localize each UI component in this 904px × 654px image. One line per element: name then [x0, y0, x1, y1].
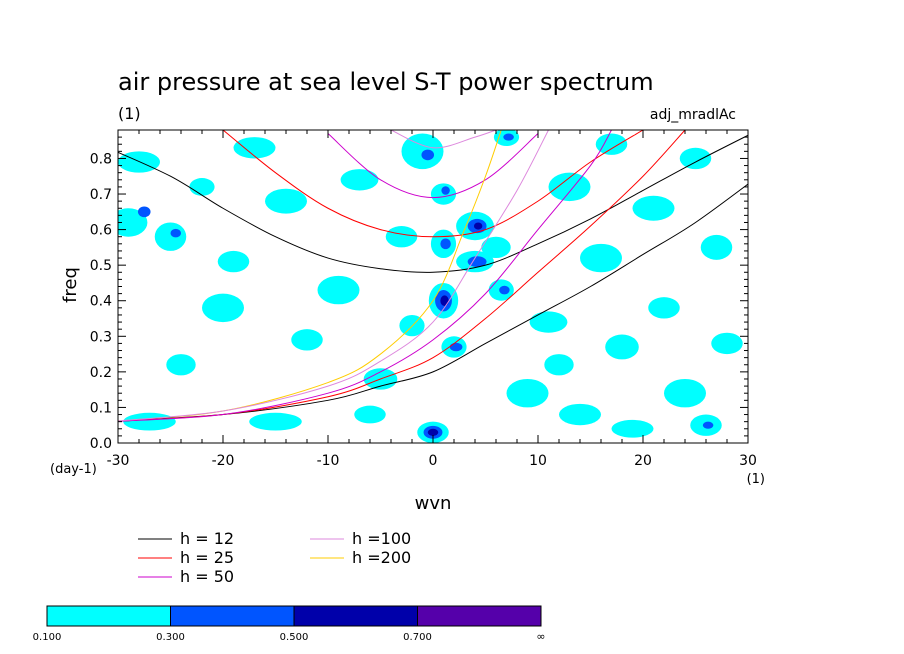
curve-6 [118, 130, 686, 422]
contour-blob-58 [595, 133, 628, 155]
curve-8 [118, 130, 549, 422]
curve-3 [390, 130, 497, 149]
contour-blob-7 [202, 293, 244, 323]
contour-blob-41 [506, 378, 549, 408]
y-tick-label: 0.6 [90, 223, 112, 239]
y-tick-label: 0.8 [90, 151, 112, 167]
colorbar-end-label: ∞ [536, 630, 545, 643]
colorbar-label: 0.700 [403, 632, 432, 643]
contour-blob-10 [265, 188, 307, 214]
contour-blob-51 [679, 147, 712, 170]
contour-blob-8 [217, 250, 250, 273]
contour-blob-30 [473, 222, 483, 230]
x-unit-label: (1) [747, 472, 765, 487]
curve-0 [118, 134, 748, 273]
y-tick-label: 0.4 [90, 294, 112, 310]
contour-blob-35 [499, 285, 510, 295]
contour-blob-20 [441, 186, 450, 195]
chart-subtitle-right: adj_mradlAc [650, 107, 736, 123]
contour-blob-46 [605, 334, 639, 360]
chart-title: air pressure at sea level S-T power spec… [118, 68, 654, 96]
contour-blob-49 [648, 297, 680, 319]
contour-blob-50 [664, 378, 706, 408]
curve-5 [118, 183, 748, 422]
contour-blob-48 [632, 195, 675, 221]
contour-blob-11 [291, 329, 323, 351]
contour-blob-22 [440, 238, 451, 250]
contour-blob-43 [548, 172, 591, 202]
contour-blob-47 [611, 419, 654, 438]
contour-fill-layer [118, 130, 743, 443]
legend-label: h = 50 [180, 567, 234, 586]
dispersion-curve-layer [118, 130, 748, 422]
axis-ticks: -30 -20 -10 0 10 20 30 0.0 0.1 0.2 0.3 0.4 0.5 0.6 0.7… [90, 130, 757, 469]
x-tick-label: 0 [429, 453, 438, 469]
y-tick-label: 0.1 [90, 400, 112, 416]
curve-2 [327, 133, 539, 199]
x-tick-label: 20 [634, 453, 652, 469]
contour-blob-45 [580, 243, 622, 273]
contour-blob-32 [467, 256, 487, 267]
curve-1 [222, 130, 644, 238]
chart-subtitle-left: (1) [118, 104, 141, 123]
contour-blob-9 [233, 137, 276, 159]
x-tick-label: 30 [739, 453, 757, 469]
contour-blob-37 [503, 133, 514, 141]
contour-blob-14 [340, 169, 379, 191]
y-tick-label: 0.3 [90, 329, 112, 345]
y-axis-label: freq [60, 267, 81, 303]
contour-blob-42 [529, 311, 568, 333]
plot-area: -30 -20 -10 0 10 20 30 0.0 0.1 0.2 0.3 0.4 0.5 0.6 0.7… [90, 129, 757, 469]
contour-blob-6 [123, 412, 176, 431]
contour-blob-56 [189, 178, 215, 196]
contour-blob-25 [440, 295, 449, 307]
contour-blob-3 [154, 222, 187, 251]
contour-blob-53 [702, 421, 714, 429]
x-tick-label: 10 [529, 453, 547, 469]
contour-blob-5 [166, 354, 196, 376]
legend-label: h =100 [352, 529, 411, 548]
contour-blob-27 [449, 342, 463, 352]
legend-label: h = 12 [180, 529, 234, 548]
y-unit-label: (day-1) [50, 462, 97, 477]
colorbar-segment [46, 605, 171, 627]
contour-blob-57 [354, 405, 386, 424]
contour-blob-12 [249, 412, 302, 431]
colorbar-segment [417, 605, 542, 627]
x-tick-label: -10 [317, 453, 340, 469]
y-tick-label: 0.2 [90, 365, 112, 381]
contour-blob-54 [700, 234, 733, 260]
colorbar-label: 0.300 [156, 632, 185, 643]
contour-blob-16 [385, 226, 418, 248]
x-tick-label: -20 [212, 453, 235, 469]
y-tick-label: 0.7 [90, 187, 112, 203]
colorbar-segment [170, 605, 295, 627]
contour-blob-55 [711, 332, 743, 355]
x-axis-label: wvn [415, 493, 452, 514]
x-tick-label: -30 [107, 453, 130, 469]
legend-label: h =200 [352, 548, 411, 567]
colorbar-segment [293, 605, 418, 627]
y-tick-label: 0.5 [90, 258, 112, 274]
curve-7 [118, 130, 612, 422]
contour-blob-44 [559, 403, 601, 426]
contour-blob-33 [481, 236, 511, 259]
y-tick-label: 0.0 [90, 436, 112, 452]
colorbar: 0.100 0.300 0.500 0.700 ∞ [33, 605, 546, 643]
plot-background [118, 130, 748, 443]
contour-blob-13 [317, 275, 360, 305]
contour-blob-60 [544, 354, 574, 376]
colorbar-label: 0.500 [280, 632, 309, 643]
legend-label: h = 25 [180, 548, 234, 567]
contour-blob-40 [427, 428, 439, 436]
contour-blob-1 [137, 206, 151, 218]
contour-blob-17 [401, 133, 444, 170]
colorbar-label: 0.100 [33, 632, 62, 643]
contour-blob-18 [421, 149, 435, 161]
contour-blob-4 [170, 228, 181, 238]
